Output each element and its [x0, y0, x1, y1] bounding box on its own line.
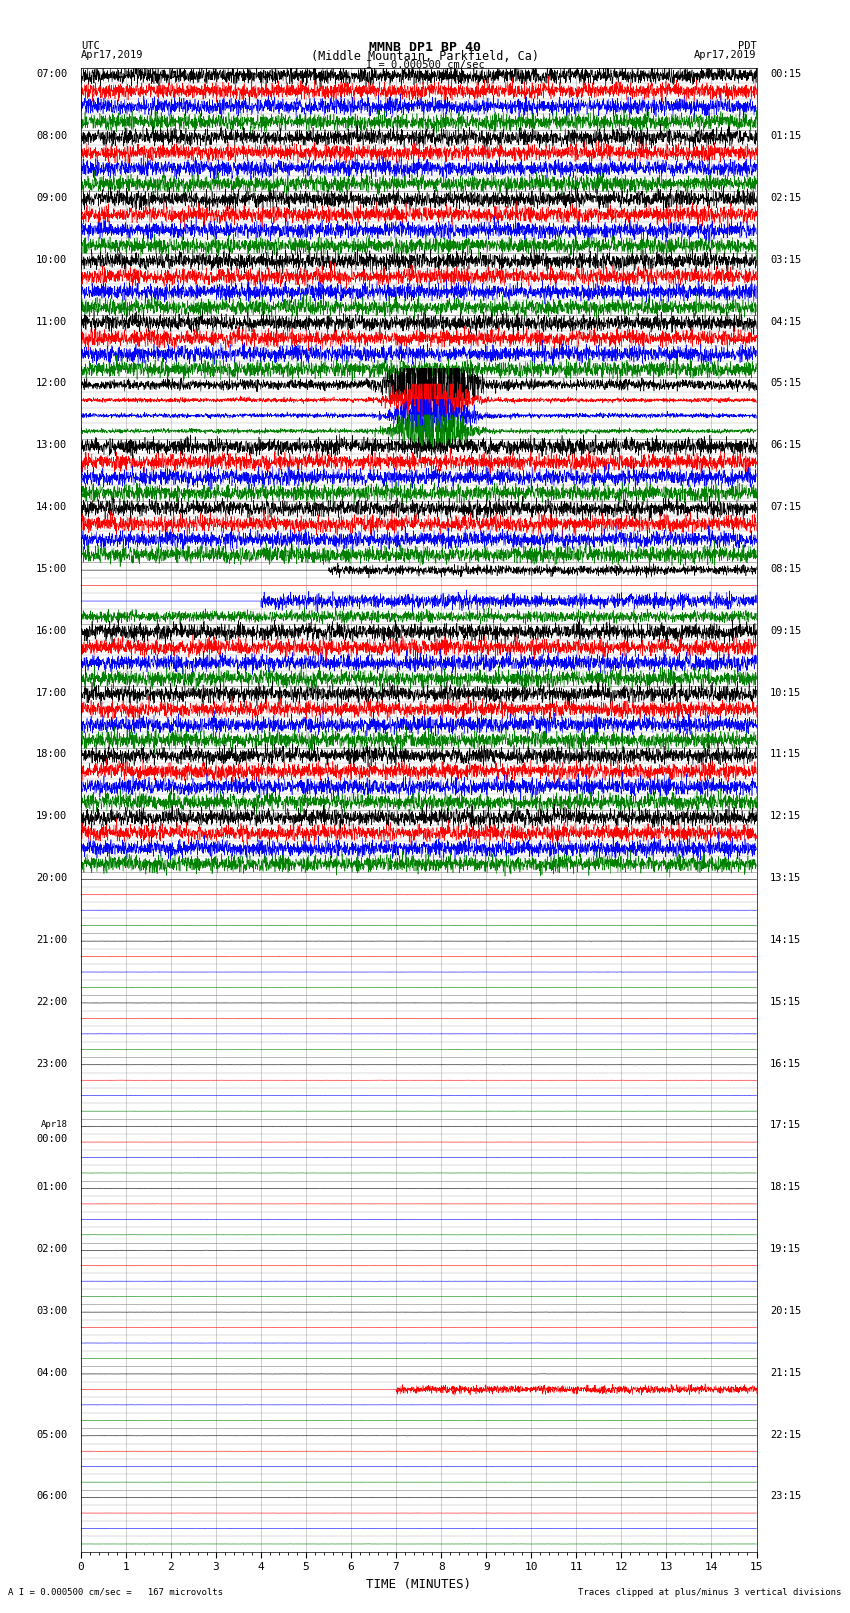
Text: 03:00: 03:00 — [36, 1307, 67, 1316]
Text: 08:00: 08:00 — [36, 131, 67, 140]
Text: (Middle Mountain, Parkfield, Ca): (Middle Mountain, Parkfield, Ca) — [311, 50, 539, 63]
Text: 19:00: 19:00 — [36, 811, 67, 821]
Text: 07:15: 07:15 — [770, 502, 802, 511]
Text: 02:00: 02:00 — [36, 1244, 67, 1253]
Text: 00:15: 00:15 — [770, 69, 802, 79]
Text: 05:00: 05:00 — [36, 1429, 67, 1439]
Text: 11:00: 11:00 — [36, 316, 67, 326]
Text: 13:00: 13:00 — [36, 440, 67, 450]
Text: UTC: UTC — [81, 40, 99, 52]
X-axis label: TIME (MINUTES): TIME (MINUTES) — [366, 1578, 471, 1590]
Text: 08:15: 08:15 — [770, 565, 802, 574]
Text: 14:15: 14:15 — [770, 936, 802, 945]
Text: A I = 0.000500 cm/sec =   167 microvolts: A I = 0.000500 cm/sec = 167 microvolts — [8, 1587, 224, 1597]
Text: Apr17,2019: Apr17,2019 — [81, 50, 144, 60]
Text: 18:00: 18:00 — [36, 750, 67, 760]
Text: 01:15: 01:15 — [770, 131, 802, 140]
Text: 11:15: 11:15 — [770, 750, 802, 760]
Text: 22:15: 22:15 — [770, 1429, 802, 1439]
Text: PDT: PDT — [738, 40, 756, 52]
Text: 07:00: 07:00 — [36, 69, 67, 79]
Text: 20:00: 20:00 — [36, 873, 67, 882]
Text: 15:15: 15:15 — [770, 997, 802, 1007]
Text: 04:00: 04:00 — [36, 1368, 67, 1378]
Text: 12:15: 12:15 — [770, 811, 802, 821]
Text: 10:15: 10:15 — [770, 687, 802, 697]
Text: 09:15: 09:15 — [770, 626, 802, 636]
Text: 06:00: 06:00 — [36, 1492, 67, 1502]
Text: I = 0.000500 cm/sec: I = 0.000500 cm/sec — [366, 60, 484, 69]
Text: 14:00: 14:00 — [36, 502, 67, 511]
Text: Traces clipped at plus/minus 3 vertical divisions: Traces clipped at plus/minus 3 vertical … — [578, 1587, 842, 1597]
Text: 05:15: 05:15 — [770, 379, 802, 389]
Text: 17:00: 17:00 — [36, 687, 67, 697]
Text: 09:00: 09:00 — [36, 194, 67, 203]
Text: Apr17,2019: Apr17,2019 — [694, 50, 756, 60]
Text: 04:15: 04:15 — [770, 316, 802, 326]
Text: 02:15: 02:15 — [770, 194, 802, 203]
Text: 16:00: 16:00 — [36, 626, 67, 636]
Text: 17:15: 17:15 — [770, 1121, 802, 1131]
Text: 16:15: 16:15 — [770, 1058, 802, 1068]
Text: 12:00: 12:00 — [36, 379, 67, 389]
Text: 01:00: 01:00 — [36, 1182, 67, 1192]
Text: 21:00: 21:00 — [36, 936, 67, 945]
Text: 22:00: 22:00 — [36, 997, 67, 1007]
Text: 03:15: 03:15 — [770, 255, 802, 265]
Text: 23:00: 23:00 — [36, 1058, 67, 1068]
Text: 06:15: 06:15 — [770, 440, 802, 450]
Text: 20:15: 20:15 — [770, 1307, 802, 1316]
Text: 19:15: 19:15 — [770, 1244, 802, 1253]
Text: 15:00: 15:00 — [36, 565, 67, 574]
Text: MMNB DP1 BP 40: MMNB DP1 BP 40 — [369, 40, 481, 55]
Text: 23:15: 23:15 — [770, 1492, 802, 1502]
Text: 21:15: 21:15 — [770, 1368, 802, 1378]
Text: 10:00: 10:00 — [36, 255, 67, 265]
Text: Apr18: Apr18 — [40, 1119, 67, 1129]
Text: 13:15: 13:15 — [770, 873, 802, 882]
Text: 18:15: 18:15 — [770, 1182, 802, 1192]
Text: 00:00: 00:00 — [36, 1134, 67, 1144]
